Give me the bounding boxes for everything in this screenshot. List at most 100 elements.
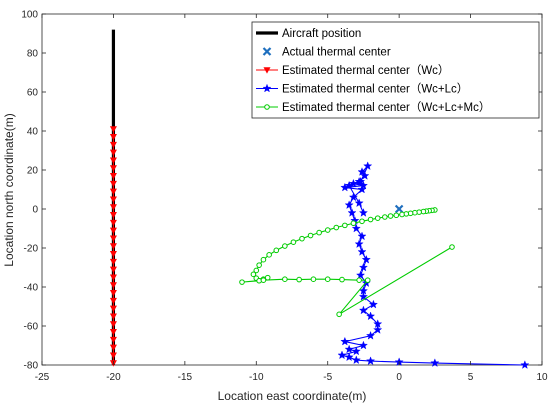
data-point bbox=[366, 311, 376, 321]
data-point bbox=[109, 196, 117, 203]
data-point bbox=[430, 358, 440, 367]
data-point bbox=[109, 227, 117, 235]
data-point bbox=[299, 235, 305, 242]
data-point bbox=[354, 198, 364, 208]
data-point bbox=[310, 276, 317, 283]
data-point bbox=[109, 157, 117, 164]
data-point bbox=[351, 355, 361, 364]
data-point bbox=[316, 229, 322, 236]
data-point bbox=[351, 223, 361, 233]
x-tick-label: -20 bbox=[106, 372, 121, 383]
data-point bbox=[260, 277, 267, 283]
data-point bbox=[109, 329, 117, 336]
series-1 bbox=[394, 204, 404, 214]
data-point bbox=[239, 279, 245, 285]
data-point bbox=[357, 231, 367, 241]
data-point bbox=[337, 350, 347, 360]
data-point bbox=[361, 254, 371, 264]
y-axis-label: Location north coordinate(m) bbox=[2, 113, 16, 266]
data-point bbox=[250, 271, 257, 278]
legend-item: Aircraft position bbox=[256, 28, 361, 40]
data-point bbox=[348, 178, 358, 188]
data-point bbox=[333, 224, 340, 231]
data-point bbox=[344, 352, 354, 362]
data-point bbox=[256, 262, 262, 268]
y-tick-label: -80 bbox=[24, 361, 39, 372]
data-point bbox=[109, 212, 117, 219]
data-point bbox=[109, 266, 117, 274]
x-tick-label: -10 bbox=[249, 372, 264, 383]
data-point bbox=[336, 311, 342, 318]
data-point bbox=[109, 274, 117, 281]
x-tick-label: -5 bbox=[323, 372, 332, 383]
data-point bbox=[363, 161, 373, 170]
data-point bbox=[356, 277, 362, 283]
y-tick-label: 0 bbox=[32, 205, 38, 216]
data-point bbox=[373, 325, 383, 334]
data-point bbox=[367, 216, 374, 223]
data-point bbox=[393, 212, 400, 219]
data-point bbox=[109, 344, 117, 352]
data-point bbox=[359, 218, 365, 225]
data-point bbox=[109, 219, 117, 227]
x-axis-label: Location east coordinate(m) bbox=[218, 389, 367, 403]
data-point bbox=[339, 276, 345, 283]
data-point bbox=[348, 192, 358, 202]
legend-label: Actual thermal center bbox=[282, 47, 391, 59]
data-point bbox=[266, 252, 272, 258]
data-point bbox=[344, 344, 354, 354]
data-point bbox=[358, 208, 368, 217]
legend-item: Estimated thermal center（Wc+Lc+Mc） bbox=[256, 101, 490, 114]
data-point bbox=[260, 256, 267, 263]
data-point bbox=[364, 277, 371, 283]
axes-layer: -25 -20 -15 -10 -5 0 5 10 -80 -60 -40 -20 0 20 40 60 80 1… bbox=[21, 10, 548, 384]
data-point bbox=[356, 270, 366, 280]
legend-item: Estimated thermal center（Wc+Lc） bbox=[256, 83, 468, 96]
data-point bbox=[109, 235, 117, 242]
legend-item: Actual thermal center bbox=[262, 47, 391, 59]
data-point bbox=[290, 239, 297, 245]
data-point bbox=[347, 208, 357, 217]
y-tick-label: 40 bbox=[27, 127, 39, 138]
x-tick-label: -25 bbox=[35, 372, 50, 383]
data-point bbox=[399, 211, 405, 218]
data-point bbox=[373, 319, 383, 328]
data-point bbox=[358, 262, 368, 272]
data-point bbox=[109, 165, 117, 172]
data-point bbox=[351, 346, 361, 356]
data-point bbox=[109, 313, 117, 320]
data-point bbox=[109, 352, 117, 359]
data-point bbox=[307, 232, 314, 239]
data-point bbox=[342, 222, 348, 229]
data-point bbox=[366, 330, 376, 340]
data-point bbox=[358, 340, 368, 350]
data-point bbox=[387, 213, 394, 219]
y-tick-label: 100 bbox=[21, 10, 38, 21]
series-3 bbox=[337, 161, 530, 369]
data-point bbox=[368, 299, 378, 309]
y-tick-label: 80 bbox=[27, 49, 39, 60]
legend-label: Estimated thermal center（Wc+Lc+Mc） bbox=[282, 101, 490, 114]
series-4 bbox=[239, 207, 455, 318]
data-point bbox=[109, 188, 117, 196]
data-point bbox=[109, 134, 117, 141]
data-point bbox=[394, 204, 404, 214]
data-point bbox=[109, 180, 117, 188]
data-point bbox=[109, 282, 117, 289]
data-point bbox=[344, 180, 354, 190]
data-point bbox=[273, 247, 280, 254]
data-point bbox=[360, 171, 370, 180]
legend-item: Estimated thermal center（Wc） bbox=[256, 64, 449, 77]
data-point bbox=[449, 244, 455, 250]
data-point bbox=[354, 239, 364, 248]
data-point bbox=[264, 274, 271, 281]
series-2 bbox=[109, 126, 117, 367]
data-point bbox=[374, 215, 381, 221]
legend: Aircraft position Actual thermal center Es… bbox=[251, 21, 540, 119]
x-tick-label: 5 bbox=[468, 372, 474, 383]
legend-label: Aircraft position bbox=[282, 28, 361, 40]
data-point bbox=[109, 297, 117, 305]
data-point bbox=[109, 173, 117, 180]
data-point bbox=[109, 305, 117, 313]
data-point bbox=[358, 291, 368, 301]
